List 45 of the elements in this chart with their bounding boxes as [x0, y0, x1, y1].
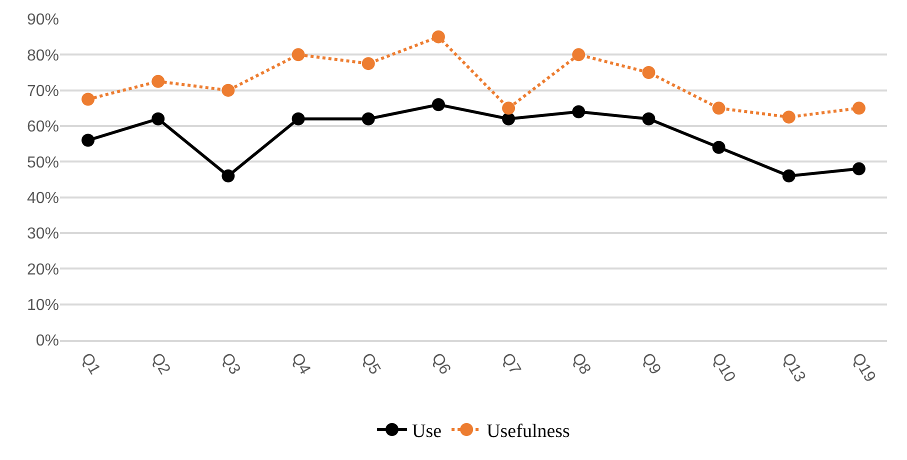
y-tick-label: 60% [26, 118, 59, 136]
x-tick-label: Q9 [638, 350, 664, 378]
point [152, 112, 165, 126]
x-tick-label: Q1 [78, 350, 104, 378]
point [712, 102, 726, 115]
x-tick-label: Q6 [428, 350, 454, 378]
y-tick-label: 90% [26, 12, 59, 29]
legend-label: Use [412, 420, 442, 442]
point [362, 57, 375, 70]
point [852, 102, 866, 115]
y-tick-label: 50% [26, 154, 59, 172]
point [292, 48, 305, 62]
x-tick-label: Q7 [498, 350, 524, 378]
point [572, 48, 586, 62]
y-tick-label: 30% [26, 226, 59, 243]
point [642, 66, 656, 79]
point [222, 169, 235, 182]
point [852, 162, 866, 176]
point [502, 102, 516, 115]
x-tick-label: Q8 [568, 350, 594, 378]
point [152, 74, 165, 88]
x-tick-label: Q2 [148, 350, 174, 378]
point [82, 92, 95, 106]
point [502, 112, 516, 126]
y-tick-label: 10% [26, 296, 59, 314]
point [782, 110, 796, 124]
point [362, 112, 375, 126]
y-tick-label: 20% [26, 261, 59, 278]
x-tick-label: Q3 [218, 350, 244, 378]
point [572, 105, 586, 118]
x-tick-label: Q4 [288, 350, 314, 378]
point [782, 169, 796, 182]
point [222, 84, 235, 97]
y-tick-label: 40% [26, 190, 59, 207]
point [642, 112, 656, 126]
point [82, 134, 95, 147]
legend-label: Usefulness [486, 420, 570, 442]
point [292, 112, 305, 126]
y-tick-label: 80% [26, 47, 59, 64]
x-tick-label: Q5 [358, 350, 384, 378]
point [432, 98, 445, 112]
point [712, 140, 726, 154]
point [432, 30, 445, 44]
y-tick-label: 0% [36, 332, 59, 350]
y-tick-label: 70% [26, 82, 59, 100]
